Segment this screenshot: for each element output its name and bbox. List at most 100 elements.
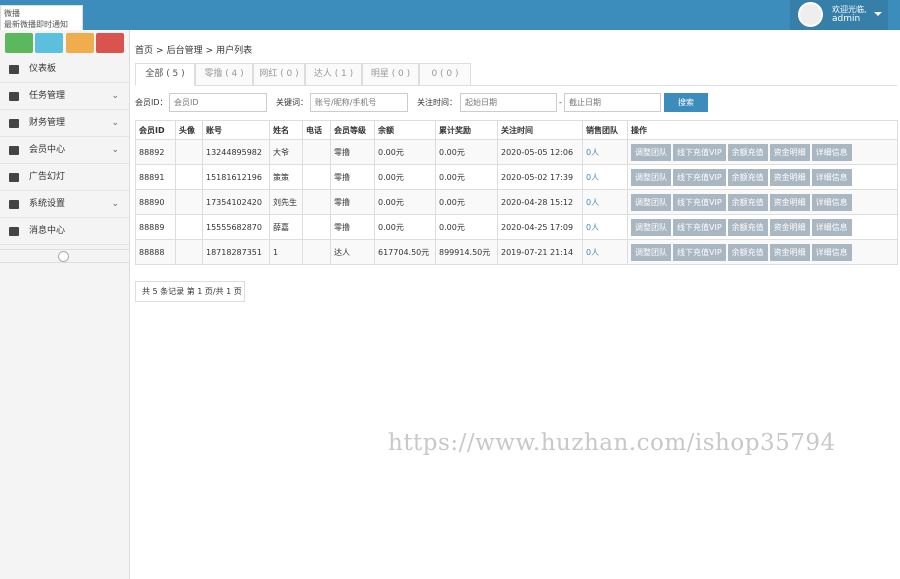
column-header: 销售团队	[582, 120, 628, 140]
action-button[interactable]: 详细信息	[811, 143, 852, 161]
tab[interactable]: 达人 ( 1 )	[305, 63, 362, 86]
keyword-input[interactable]: 账号/昵称/手机号	[310, 93, 408, 112]
tab[interactable]: 0 ( 0 )	[419, 63, 471, 86]
menu-item[interactable]: 任务管理 ⌄	[0, 83, 129, 110]
column-header: 姓名	[269, 120, 303, 140]
action-button[interactable]: 线下充值VIP	[673, 168, 726, 186]
menu-icon	[9, 119, 19, 128]
member-id-input[interactable]: 会员ID	[169, 93, 267, 112]
quick-button[interactable]	[35, 33, 63, 53]
tab[interactable]: 网红 ( 0 )	[253, 63, 305, 86]
menu-item[interactable]: 会员中心 ⌄	[0, 137, 129, 164]
end-date-input[interactable]: 截止日期	[564, 93, 661, 112]
cell: 0.00元	[374, 139, 436, 165]
actions-cell: 调整团队 线下充值VIP 余额充值 资金明细 详细信息	[627, 239, 898, 265]
cell: 薛嘉	[269, 214, 303, 240]
tab[interactable]: 零撸 ( 4 )	[195, 63, 253, 86]
welcome: 欢迎光临,	[832, 5, 867, 14]
action-button[interactable]: 资金明细	[769, 218, 810, 236]
cell: 大爷	[269, 139, 303, 165]
menu-label: 财务管理	[29, 118, 66, 128]
cell	[175, 239, 203, 265]
cell: 617704.50元	[374, 239, 436, 265]
filter-label: 会员ID：	[135, 98, 168, 107]
range-separator: -	[559, 98, 562, 107]
cell	[175, 214, 203, 240]
tab[interactable]: 全部 ( 5 )	[135, 63, 195, 86]
column-header: 账号	[202, 120, 270, 140]
menu-item[interactable]: 仪表板	[0, 56, 129, 83]
menu-item[interactable]: 财务管理 ⌄	[0, 110, 129, 137]
cell: 0人	[582, 189, 628, 215]
tab[interactable]: 明星 ( 0 )	[362, 63, 419, 86]
cell: 13244895982	[202, 139, 270, 165]
action-button[interactable]: 线下充值VIP	[673, 143, 726, 161]
cell	[175, 164, 203, 190]
cell: 0.00元	[374, 164, 436, 190]
action-button[interactable]: 调整团队	[631, 243, 671, 261]
action-button[interactable]: 余额充值	[727, 193, 768, 211]
action-button[interactable]: 调整团队	[631, 143, 671, 161]
cell: 0.00元	[435, 214, 498, 240]
actions-cell: 调整团队 线下充值VIP 余额充值 资金明细 详细信息	[627, 189, 898, 215]
table-row: 88891 15181612196 策策 零撸 0.00元 0.00元 2020-05-02…	[135, 164, 898, 190]
cell	[175, 139, 203, 165]
menu-label: 系统设置	[29, 199, 66, 209]
breadcrumb-separator: >	[205, 46, 214, 56]
menu-icon	[9, 173, 19, 182]
search-button[interactable]: 搜索	[664, 93, 708, 112]
menu-item[interactable]: 广告幻灯	[0, 164, 129, 191]
action-button[interactable]: 余额充值	[727, 243, 768, 261]
action-button[interactable]: 调整团队	[631, 193, 671, 211]
breadcrumb-item[interactable]: 首页	[135, 46, 154, 56]
column-header: 操作	[627, 120, 898, 140]
cell: 策策	[269, 164, 303, 190]
action-button[interactable]: 资金明细	[769, 143, 810, 161]
actions-cell: 调整团队 线下充值VIP 余额充值 资金明细 详细信息	[627, 139, 898, 165]
quick-button[interactable]	[66, 33, 94, 53]
breadcrumb-item[interactable]: 后台管理	[166, 46, 203, 56]
cell: 0.00元	[435, 139, 498, 165]
quick-button[interactable]	[96, 33, 124, 53]
action-button[interactable]: 详细信息	[811, 218, 852, 236]
action-button[interactable]: 资金明细	[769, 168, 810, 186]
breadcrumb: 首页 > 后台管理 > 用户列表	[135, 43, 252, 56]
table-row: 88890 17354102420 刘先生 零撸 0.00元 0.00元 2020-04-2…	[135, 189, 898, 215]
action-button[interactable]: 余额充值	[727, 143, 768, 161]
collapse-bar[interactable]	[0, 249, 129, 263]
chevron: ⌄	[111, 118, 119, 128]
action-button[interactable]: 调整团队	[631, 168, 671, 186]
cell: 达人	[330, 239, 375, 265]
breadcrumb-item[interactable]: 用户列表	[216, 46, 253, 56]
action-button[interactable]: 线下充值VIP	[673, 218, 726, 236]
search-label: 搜索	[678, 98, 694, 107]
user-menu[interactable]: 欢迎光临, admin	[790, 0, 888, 30]
cell	[302, 239, 331, 265]
action-button[interactable]: 线下充值VIP	[673, 243, 726, 261]
action-button[interactable]: 余额充值	[727, 218, 768, 236]
action-button[interactable]: 资金明细	[769, 243, 810, 261]
start-date-input[interactable]: 起始日期	[460, 93, 557, 112]
action-button[interactable]: 详细信息	[811, 243, 852, 261]
column-header: 会员ID	[135, 120, 176, 140]
watermark: https://www.huzhan.com/ishop35794	[388, 430, 836, 456]
column-header: 余额	[374, 120, 436, 140]
action-button[interactable]: 详细信息	[811, 193, 852, 211]
column-header: 关注时间	[497, 120, 583, 140]
action-button[interactable]: 资金明细	[769, 193, 810, 211]
table-row: 88892 13244895982 大爷 零撸 0.00元 0.00元 2020-05-05…	[135, 139, 898, 165]
menu-item[interactable]: 系统设置 ⌄	[0, 191, 129, 218]
quick-button[interactable]	[5, 33, 33, 53]
header-row: 会员ID 头像 账号 姓名 电话 会员等级 余额 累计奖励 关注时间 销售团队 操作	[135, 120, 898, 140]
menu-icon	[9, 92, 19, 101]
action-button[interactable]: 调整团队	[631, 218, 671, 236]
menu-item[interactable]: 消息中心	[0, 218, 129, 245]
action-button[interactable]: 详细信息	[811, 168, 852, 186]
main: 首页 > 后台管理 > 用户列表 全部 ( 5 ) 零撸 ( 4 ) 网红 ( 0 ) 达人 …	[130, 30, 900, 579]
action-button[interactable]: 线下充值VIP	[673, 193, 726, 211]
chevron: ⌄	[111, 91, 119, 101]
actions-cell: 调整团队 线下充值VIP 余额充值 资金明细 详细信息	[627, 214, 898, 240]
action-button[interactable]: 余额充值	[727, 168, 768, 186]
cell: 零撸	[330, 139, 375, 165]
